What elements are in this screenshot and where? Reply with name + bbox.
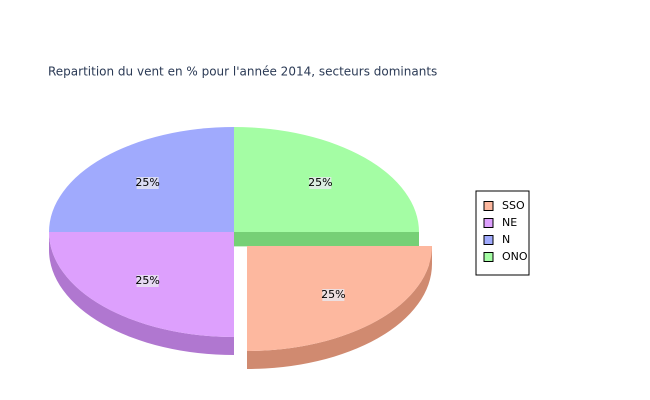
legend-label: SSO bbox=[502, 199, 525, 212]
legend-label: N bbox=[502, 233, 510, 246]
value-label-bg bbox=[309, 176, 332, 189]
legend: SSO NE N ONO bbox=[475, 190, 530, 276]
value-label-bg bbox=[322, 289, 345, 302]
legend-swatch bbox=[483, 235, 494, 245]
pie: 25% 25% 25% 25% bbox=[49, 127, 432, 369]
slice-side bbox=[49, 232, 234, 355]
legend-label: ONO bbox=[502, 250, 528, 263]
value-label: 25% bbox=[308, 176, 332, 189]
value-label: 25% bbox=[135, 176, 159, 189]
legend-swatch bbox=[483, 252, 494, 262]
legend-swatch bbox=[483, 201, 494, 211]
slice-side bbox=[234, 232, 419, 247]
chart-title: Repartition du vent en % pour l'année 20… bbox=[48, 65, 437, 79]
legend-label: NE bbox=[502, 216, 517, 229]
value-label: 25% bbox=[135, 274, 159, 287]
slice-side bbox=[247, 246, 432, 369]
value-label: 25% bbox=[321, 288, 345, 301]
value-label-bg bbox=[136, 176, 159, 189]
legend-swatch bbox=[483, 218, 494, 228]
value-label-bg bbox=[136, 275, 159, 288]
